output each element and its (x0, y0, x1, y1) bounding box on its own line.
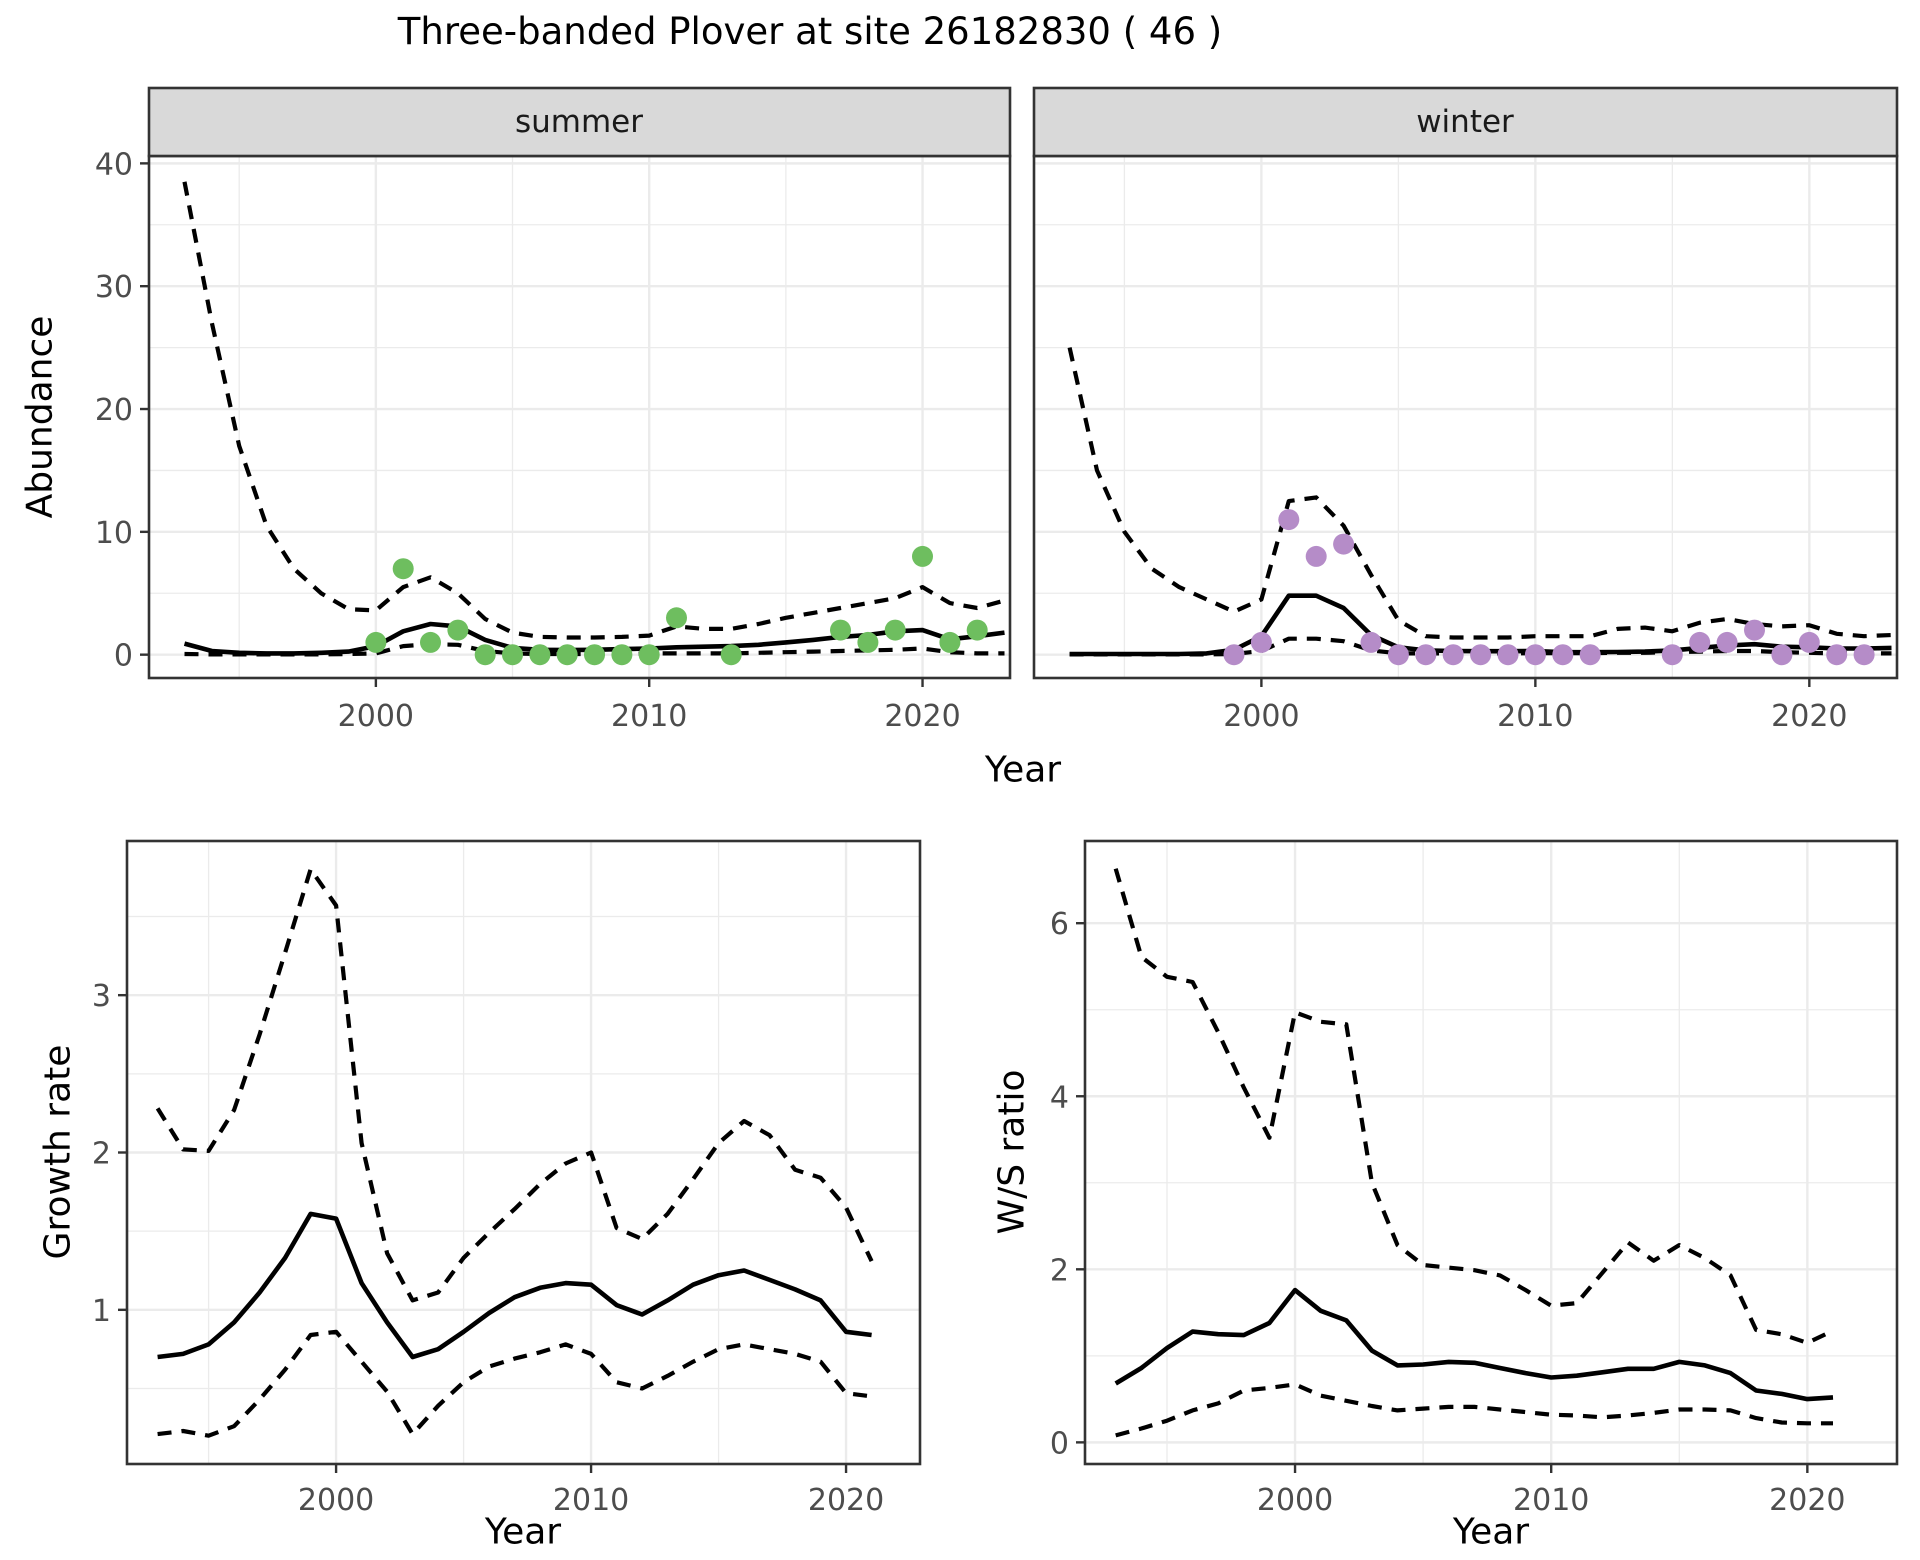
svg-text:4: 4 (1050, 1080, 1069, 1115)
svg-text:2020: 2020 (1771, 699, 1847, 734)
svg-text:2010: 2010 (553, 1483, 629, 1518)
svg-text:20: 20 (95, 393, 133, 428)
y-axis-title-growth-rate: Growth rate (37, 1044, 79, 1260)
svg-text:2000: 2000 (1257, 1483, 1333, 1518)
svg-text:2020: 2020 (1769, 1483, 1845, 1518)
facet-strip-label-summer: summer (514, 104, 644, 140)
svg-text:2010: 2010 (1497, 699, 1573, 734)
svg-text:0: 0 (114, 639, 133, 674)
svg-text:2010: 2010 (611, 699, 687, 734)
svg-text:2000: 2000 (298, 1483, 374, 1518)
facet-strip-label-winter: winter (1416, 104, 1514, 140)
y-axis-title-abundance: Abundance (19, 315, 61, 519)
chart-title: Three-banded Plover at site 26182830 ( 4… (397, 10, 1223, 53)
svg-text:0: 0 (1050, 1426, 1069, 1461)
x-axis-title-year-ws: Year (1452, 1511, 1530, 1553)
svg-text:2020: 2020 (808, 1483, 884, 1518)
svg-text:2000: 2000 (338, 699, 414, 734)
svg-text:2000: 2000 (1223, 699, 1299, 734)
y-axis-title-ws-ratio: W/S ratio (991, 1069, 1033, 1235)
svg-text:10: 10 (95, 516, 133, 551)
svg-text:30: 30 (95, 270, 133, 305)
svg-text:40: 40 (95, 147, 133, 182)
svg-text:2020: 2020 (884, 699, 960, 734)
x-axis-title-year-top: Year (984, 749, 1062, 791)
x-axis-title-year-growth: Year (484, 1511, 562, 1553)
svg-text:3: 3 (92, 979, 111, 1014)
svg-text:6: 6 (1050, 907, 1069, 942)
svg-text:1: 1 (92, 1294, 111, 1329)
svg-text:2: 2 (92, 1137, 111, 1172)
svg-text:2010: 2010 (1513, 1483, 1589, 1518)
svg-text:2: 2 (1050, 1253, 1069, 1288)
